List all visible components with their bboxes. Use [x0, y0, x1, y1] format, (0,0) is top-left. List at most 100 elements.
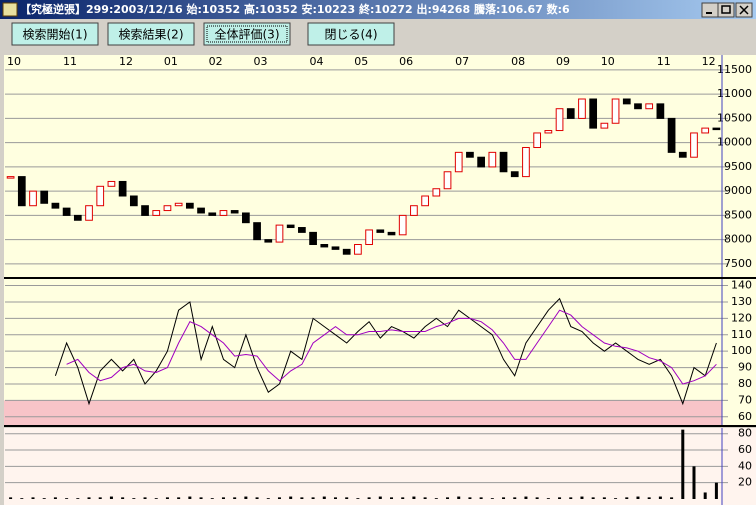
candle	[600, 122, 609, 129]
candle	[342, 248, 351, 255]
candle	[286, 224, 295, 229]
candle	[533, 132, 542, 149]
y-tick-label: 8000	[724, 233, 752, 246]
volume-bar	[143, 497, 147, 499]
y-tick-label: 7500	[724, 257, 752, 270]
volume-bar	[625, 497, 629, 499]
toolbar-button[interactable]	[203, 22, 291, 46]
candle	[499, 151, 508, 173]
candle	[454, 151, 463, 173]
volume-bar	[390, 497, 394, 499]
volume-bar	[546, 498, 550, 499]
candle	[96, 185, 105, 207]
volume-bar	[154, 498, 158, 499]
y-tick-label: 80	[738, 377, 752, 390]
volume-bar	[87, 497, 91, 499]
y-tick-label: 9000	[724, 184, 752, 197]
candle	[589, 98, 598, 129]
volume-bar	[322, 496, 326, 499]
volume-bar	[20, 498, 24, 499]
x-tick-label: 11	[63, 55, 77, 68]
volume-bar	[266, 498, 270, 499]
x-tick-label: 12	[702, 55, 716, 68]
button-label: 全体評価(3)	[215, 27, 280, 42]
volume-bar	[345, 497, 349, 499]
volume-bar	[221, 497, 225, 499]
y-tick-label: 90	[738, 361, 752, 374]
x-tick-label: 05	[354, 55, 368, 68]
x-tick-label: 01	[164, 55, 178, 68]
candle	[309, 231, 317, 246]
x-tick-label: 12	[119, 55, 133, 68]
y-tick-label: 80	[738, 427, 752, 440]
y-tick-label: 60	[738, 443, 752, 456]
candle	[118, 180, 127, 197]
toolbar-button[interactable]	[107, 22, 195, 46]
button-label: 検索開始(1)	[23, 28, 88, 42]
y-tick-label: 10500	[717, 111, 752, 124]
volume-bar	[199, 497, 203, 499]
volume-bar	[647, 497, 651, 499]
x-tick-label: 08	[511, 55, 525, 68]
panel-divider	[4, 425, 756, 427]
candle	[566, 108, 575, 119]
minimize-button[interactable]	[701, 2, 719, 18]
candle	[678, 151, 687, 158]
focus-outline	[206, 25, 288, 43]
y-tick-label: 11500	[717, 63, 752, 76]
toolbar-button[interactable]	[11, 22, 99, 46]
volume-bar	[300, 497, 304, 499]
volume-bar	[65, 498, 69, 499]
candle	[320, 244, 329, 248]
x-tick-label: 04	[309, 55, 323, 68]
oscillator-line	[54, 297, 717, 406]
y-tick-label: 140	[731, 279, 752, 292]
volume-bar	[558, 497, 562, 499]
candle	[634, 103, 642, 110]
candle	[242, 212, 250, 224]
candle	[522, 147, 530, 178]
x-tick-label: 06	[399, 55, 413, 68]
candle	[421, 195, 429, 207]
volume-bar	[277, 497, 281, 499]
x-tick-label: 09	[556, 55, 570, 68]
volume-bar	[513, 497, 517, 499]
volume-bar	[535, 497, 539, 499]
y-tick-label: 120	[731, 311, 752, 324]
candle	[398, 214, 407, 236]
candle	[163, 205, 172, 212]
candle	[656, 103, 665, 119]
volume-bar	[233, 497, 237, 499]
volume-bar	[412, 496, 416, 499]
candle	[555, 108, 564, 132]
volume-bar	[289, 496, 293, 499]
candle	[29, 190, 37, 207]
candle	[387, 231, 396, 236]
button-label: 閉じる(4)	[325, 28, 378, 42]
toolbar: 検索開始(1) 検索結果(2) 全体評価(3) 閉じる(4)	[11, 22, 395, 46]
volume-bar	[423, 497, 427, 499]
chart-area: 7500 8000 8500 9000 9500 10000 10500 11000 11500…	[4, 55, 756, 505]
volume-bar	[378, 496, 382, 499]
volume-bar	[703, 492, 707, 499]
volume-bar	[602, 497, 606, 499]
volume-bar	[109, 496, 113, 499]
volume-bar	[502, 497, 506, 499]
y-tick-label: 20	[738, 476, 752, 489]
x-tick-label: 07	[455, 55, 469, 68]
window-controls[interactable]	[701, 2, 753, 18]
y-tick-label: 11000	[717, 87, 752, 100]
candle	[354, 244, 362, 255]
toolbar-button[interactable]	[307, 22, 395, 46]
volume-bar	[356, 498, 360, 499]
volume-bar	[434, 498, 438, 499]
volume-bar	[244, 496, 248, 499]
y-tick-label: 130	[731, 295, 752, 308]
volume-bar	[692, 466, 696, 499]
volume-bar	[681, 429, 685, 499]
volume-bar	[468, 497, 472, 499]
volume-bar	[490, 498, 494, 499]
volume-bar	[446, 497, 450, 499]
maximize-button[interactable]	[717, 2, 735, 18]
